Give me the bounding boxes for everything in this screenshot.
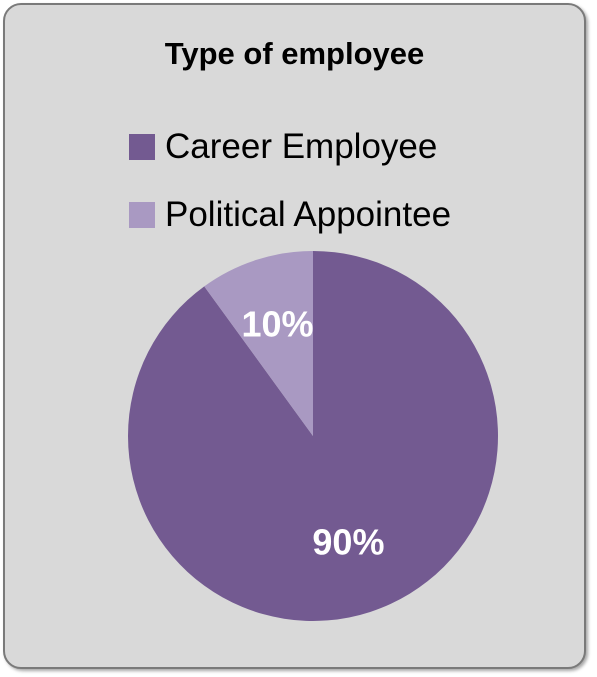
legend-label-political-appointee: Political Appointee <box>165 195 452 234</box>
data-label-career-employee: 90% <box>312 522 384 563</box>
legend-item-political-appointee: Political Appointee <box>129 181 451 249</box>
legend-item-career-employee: Career Employee <box>129 113 451 181</box>
chart-legend: Career Employee Political Appointee <box>129 113 451 249</box>
chart-frame: Type of employee Career Employee Politic… <box>3 3 586 669</box>
legend-label-career-employee: Career Employee <box>165 127 438 166</box>
legend-swatch-political-appointee <box>129 202 155 228</box>
pie-slice-political-appointee <box>204 251 313 436</box>
legend-swatch-career-employee <box>129 134 155 160</box>
pie-chart: 90% 10% <box>127 251 498 621</box>
data-label-political-appointee: 10% <box>242 303 314 344</box>
chart-title: Type of employee <box>164 36 425 71</box>
